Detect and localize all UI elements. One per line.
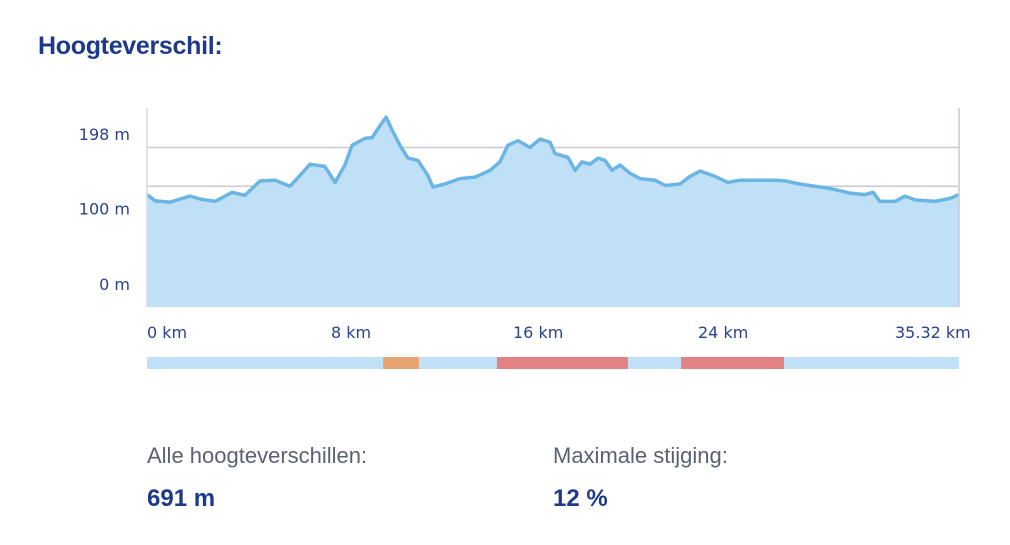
slope-segment [496,357,628,369]
slope-segment [784,357,959,369]
elevation-line [145,115,960,204]
y-tick-label: 198 m [79,125,130,144]
max-gradient-value: 12 % [553,485,608,512]
slope-segment [681,357,785,369]
x-tick-label: 8 km [331,323,371,342]
total-elevation-label: Alle hoogteverschillen: [147,443,368,468]
x-tick-label: 24 km [698,323,748,342]
y-tick-label: 100 m [79,199,130,218]
slope-segment [627,357,682,369]
x-tick-label: 0 km [147,323,187,342]
section-title: Hoogteverschil: [38,32,223,60]
slope-segment [383,357,419,369]
max-gradient-label: Maximale stijging: [553,443,728,468]
x-tick-label: 16 km [513,323,563,342]
elevation-area-overlay [147,117,959,307]
y-tick-label: 0 m [99,275,130,294]
slope-segment [147,357,384,369]
total-elevation-value: 691 m [147,485,216,512]
elevation-chart: 0 m 100 m 198 m 0 km 8 km 16 km 24 km 35.32 km [79,108,971,369]
slope-segment [418,357,497,369]
x-tick-label: 35.32 km [895,323,971,342]
